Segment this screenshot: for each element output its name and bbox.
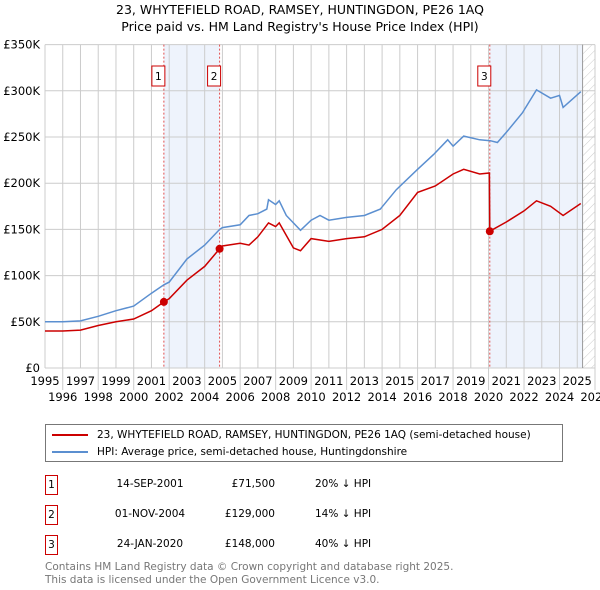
x-tick-label: 1999 — [101, 374, 130, 388]
x-tick-label: 2015 — [385, 374, 414, 388]
x-tick-label: 2025 — [563, 374, 592, 388]
y-tick-label: £300K — [3, 84, 40, 98]
x-tick-label: 2016 — [403, 390, 432, 404]
y-tick-label: £150K — [3, 222, 40, 236]
x-tick-label: 2024 — [545, 390, 574, 404]
legend-label-price: 23, WHYTEFIELD ROAD, RAMSEY, HUNTINGDON,… — [97, 428, 531, 441]
transaction-row: 2 01-NOV-2004 £129,000 14% ↓ HPI — [45, 505, 545, 525]
transaction-hpi-diff: 20% ↓ HPI — [315, 478, 372, 490]
sale-label: 1 — [155, 71, 162, 83]
price-chart: 1995 1996 1997 1998 1999 2000 2001 2002 2003 2004… — [3, 38, 600, 404]
x-tick-label: 2014 — [367, 390, 396, 404]
y-tick-label: £100K — [3, 269, 40, 283]
future-hatch — [582, 44, 595, 368]
x-tick-label: 2026 — [580, 390, 600, 404]
x-tick-label: 2002 — [155, 390, 184, 404]
x-tick-label: 2006 — [226, 390, 255, 404]
sale-label-box — [151, 65, 166, 87]
legend-swatch-price — [52, 433, 88, 436]
x-tick-label: 2000 — [119, 390, 148, 404]
x-tick-label: 2020 — [474, 390, 503, 404]
transaction-date: 01-NOV-2004 — [114, 508, 186, 520]
chart-legend: 23, WHYTEFIELD ROAD, RAMSEY, HUNTINGDON,… — [45, 424, 563, 462]
x-tick-label: 1995 — [30, 374, 59, 388]
sale-label-box — [477, 65, 492, 87]
x-tick-label: 2008 — [261, 390, 290, 404]
price-paid-line — [45, 168, 582, 332]
hpi-line — [45, 88, 582, 323]
x-tick-label: 2013 — [350, 374, 379, 388]
transaction-hpi-diff: 14% ↓ HPI — [315, 508, 372, 520]
x-tick-label: 2021 — [492, 374, 521, 388]
x-tick-label: 2011 — [314, 374, 343, 388]
transaction-row: 3 24-JAN-2020 £148,000 40% ↓ HPI — [45, 535, 545, 555]
y-tick-label: £0 — [25, 361, 40, 375]
x-tick-label: 2003 — [172, 374, 201, 388]
chart-title: 23, WHYTEFIELD ROAD, RAMSEY, HUNTINGDON,… — [116, 2, 484, 17]
transaction-price: £129,000 — [224, 508, 275, 520]
x-tick-label: 2023 — [527, 374, 556, 388]
chart-subtitle: Price paid vs. HM Land Registry's House … — [121, 19, 479, 34]
x-tick-label: 2010 — [296, 390, 325, 404]
legend-swatch-hpi — [52, 450, 88, 453]
transaction-number: 3 — [45, 535, 58, 555]
sale-marker — [485, 227, 494, 236]
transaction-hpi-diff: 40% ↓ HPI — [315, 538, 372, 550]
y-tick-label: £50K — [11, 315, 41, 329]
y-tick-label: £350K — [3, 38, 40, 52]
transaction-number: 1 — [45, 475, 58, 495]
sale-marker — [159, 297, 168, 306]
sale-label: 3 — [481, 71, 488, 83]
transaction-price: £71,500 — [231, 478, 275, 490]
y-tick-label: £250K — [3, 130, 40, 144]
x-tick-label: 2004 — [190, 390, 219, 404]
legend-item-hpi: HPI: Average price, semi-detached house,… — [52, 443, 407, 460]
x-tick-label: 2005 — [208, 374, 237, 388]
x-tick-label: 1996 — [48, 390, 77, 404]
x-tick-label: 2018 — [438, 390, 467, 404]
x-tick-label: 2009 — [279, 374, 308, 388]
sale-label-box — [207, 65, 222, 87]
transaction-row: 1 14-SEP-2001 £71,500 20% ↓ HPI — [45, 475, 545, 495]
x-tick-label: 2017 — [421, 374, 450, 388]
legend-item-price: 23, WHYTEFIELD ROAD, RAMSEY, HUNTINGDON,… — [52, 426, 531, 443]
footer-licence: This data is licensed under the Open Gov… — [45, 574, 380, 586]
shaded-period — [163, 44, 220, 368]
legend-label-hpi: HPI: Average price, semi-detached house,… — [97, 445, 408, 458]
x-tick-label: 2022 — [509, 390, 538, 404]
x-tick-label: 2019 — [456, 374, 485, 388]
x-tick-label: 2007 — [243, 374, 272, 388]
sale-marker — [215, 244, 224, 253]
transaction-date: 14-SEP-2001 — [116, 478, 184, 490]
x-tick-label: 2012 — [332, 390, 361, 404]
x-tick-label: 1997 — [66, 374, 95, 388]
shaded-period — [489, 44, 583, 368]
y-tick-label: £200K — [3, 176, 40, 190]
x-tick-label: 1998 — [84, 390, 113, 404]
transaction-number: 2 — [45, 505, 58, 525]
transaction-price: £148,000 — [224, 538, 275, 550]
sale-label: 2 — [211, 71, 218, 83]
transaction-date: 24-JAN-2020 — [116, 538, 184, 550]
footer-copyright: Contains HM Land Registry data © Crown c… — [45, 561, 454, 573]
x-tick-label: 2001 — [137, 374, 166, 388]
